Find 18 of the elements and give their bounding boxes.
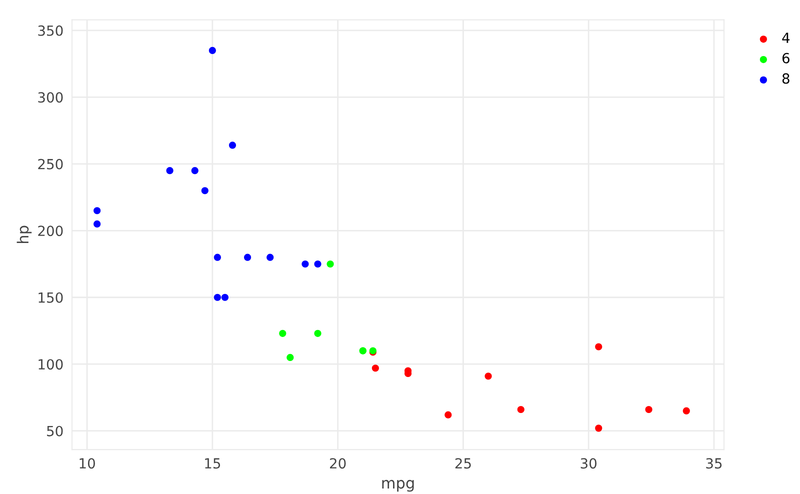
legend-label: 4: [782, 32, 790, 43]
x-tick-label: 15: [205, 458, 220, 469]
y-tick-label: 150: [38, 292, 63, 303]
x-tick-label: 35: [706, 458, 722, 469]
y-tick-label: 300: [38, 92, 63, 103]
y-tick-label: 350: [38, 25, 63, 36]
legend-label: 8: [782, 73, 790, 84]
x-tick-label: 20: [330, 458, 346, 469]
y-tick-label: 200: [38, 226, 63, 236]
y-tick-label: 250: [38, 158, 63, 170]
y-tick-label: 100: [38, 359, 63, 370]
x-axis-title: mpg: [382, 480, 414, 492]
x-tick-label: 10: [80, 458, 95, 469]
y-axis-title: hp: [16, 226, 32, 243]
x-tick-label: 25: [455, 458, 471, 469]
legend-label: 6: [782, 52, 790, 64]
y-tick-label: 50: [47, 426, 63, 436]
x-tick-label: 30: [580, 458, 596, 469]
